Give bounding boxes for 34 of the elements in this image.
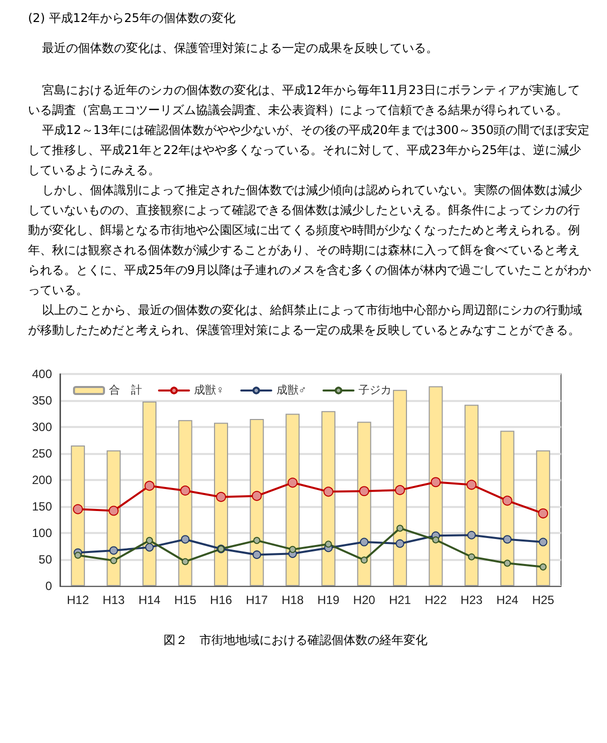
y-tick-label: 300 (32, 420, 52, 434)
y-tick-label: 50 (38, 552, 52, 566)
y-tick-label: 400 (32, 367, 52, 381)
y-tick-label: 0 (45, 579, 52, 593)
x-tick-label: H12 (66, 593, 90, 607)
x-tick-label: H23 (460, 593, 483, 607)
text: しかし、個体識別によって推定された個体数では減少傾向は認められていない。実際の個体数は減少していないものの、直接観察によって確認できる個体数は減少したといえる。餌条件によってシカの行動が変化し、餌場となる市街地や公園区域に出てくる頻度や時間が少なくなったためと考えられる。例年、秋には観察される個体数が減少することがあり、その時期には森林に入って餌を食べていると考えられる。とくに、平成25年の9月以降は子連れのメスを含む多くの個体が林内で過ごしていたことがわかっている。 (28, 182, 591, 299)
legend-label: 成獣♂ (276, 384, 306, 396)
x-tick-label: H24 (496, 593, 519, 607)
x-tick-label: H16 (210, 593, 232, 607)
x-tick-label: H19 (317, 593, 340, 607)
x-tick-label: H20 (353, 593, 376, 607)
x-tick-label: H13 (102, 593, 126, 607)
y-tick-label: 150 (32, 500, 52, 514)
x-tick-label: H21 (388, 593, 412, 607)
chart-subtitle: 最近の個体数の変化は、保護管理対策による一定の成果を反映している。 (42, 40, 439, 57)
text: 以上のことから、最近の個体数の変化は、給餌禁止によって市街地中心部から周辺部にシカの行動域が移動したためだと考えられ、保護管理対策による一定の成果を反映しているとみなすことができる。 (28, 302, 583, 339)
legend-label: 子ジカ (358, 384, 392, 396)
y-tick-label: 250 (32, 446, 52, 460)
y-tick-label: 200 (32, 473, 52, 487)
text: 宮島における近年のシカの個体数の変化は、平成12年から毎年11月23日にボランティアが実施している調査（宮島エコツーリズム協議会調査、未公表資料）によって信頼できる結果が得られている。 (28, 82, 581, 119)
chart-title: (2) 平成12年から25年の個体数の変化 (28, 10, 236, 27)
x-tick-label: H25 (532, 593, 554, 607)
caption: 図２ 市街地地域における確認個体数の経年変化 (162, 632, 428, 649)
x-tick-label: H18 (282, 593, 304, 607)
x-tick-label: H17 (246, 593, 268, 607)
x-tick-label: H14 (138, 593, 161, 607)
text: 平成12～13年には確認個体数がやや少ないが、その後の平成20年までは300～350頭の間でほぼ安定して推移し、平成21年と22年はやや多くなっている。それに対して、平成23年から25年は、逆に減少しているようにみえる。 (28, 122, 591, 179)
y-tick-label: 350 (32, 394, 52, 408)
legend-label: 合 計 (109, 384, 142, 396)
x-tick-label: H15 (174, 593, 197, 607)
legend-label: 成獣♀ (194, 384, 224, 396)
x-tick-label: H22 (424, 593, 448, 607)
y-tick-label: 100 (32, 526, 52, 540)
